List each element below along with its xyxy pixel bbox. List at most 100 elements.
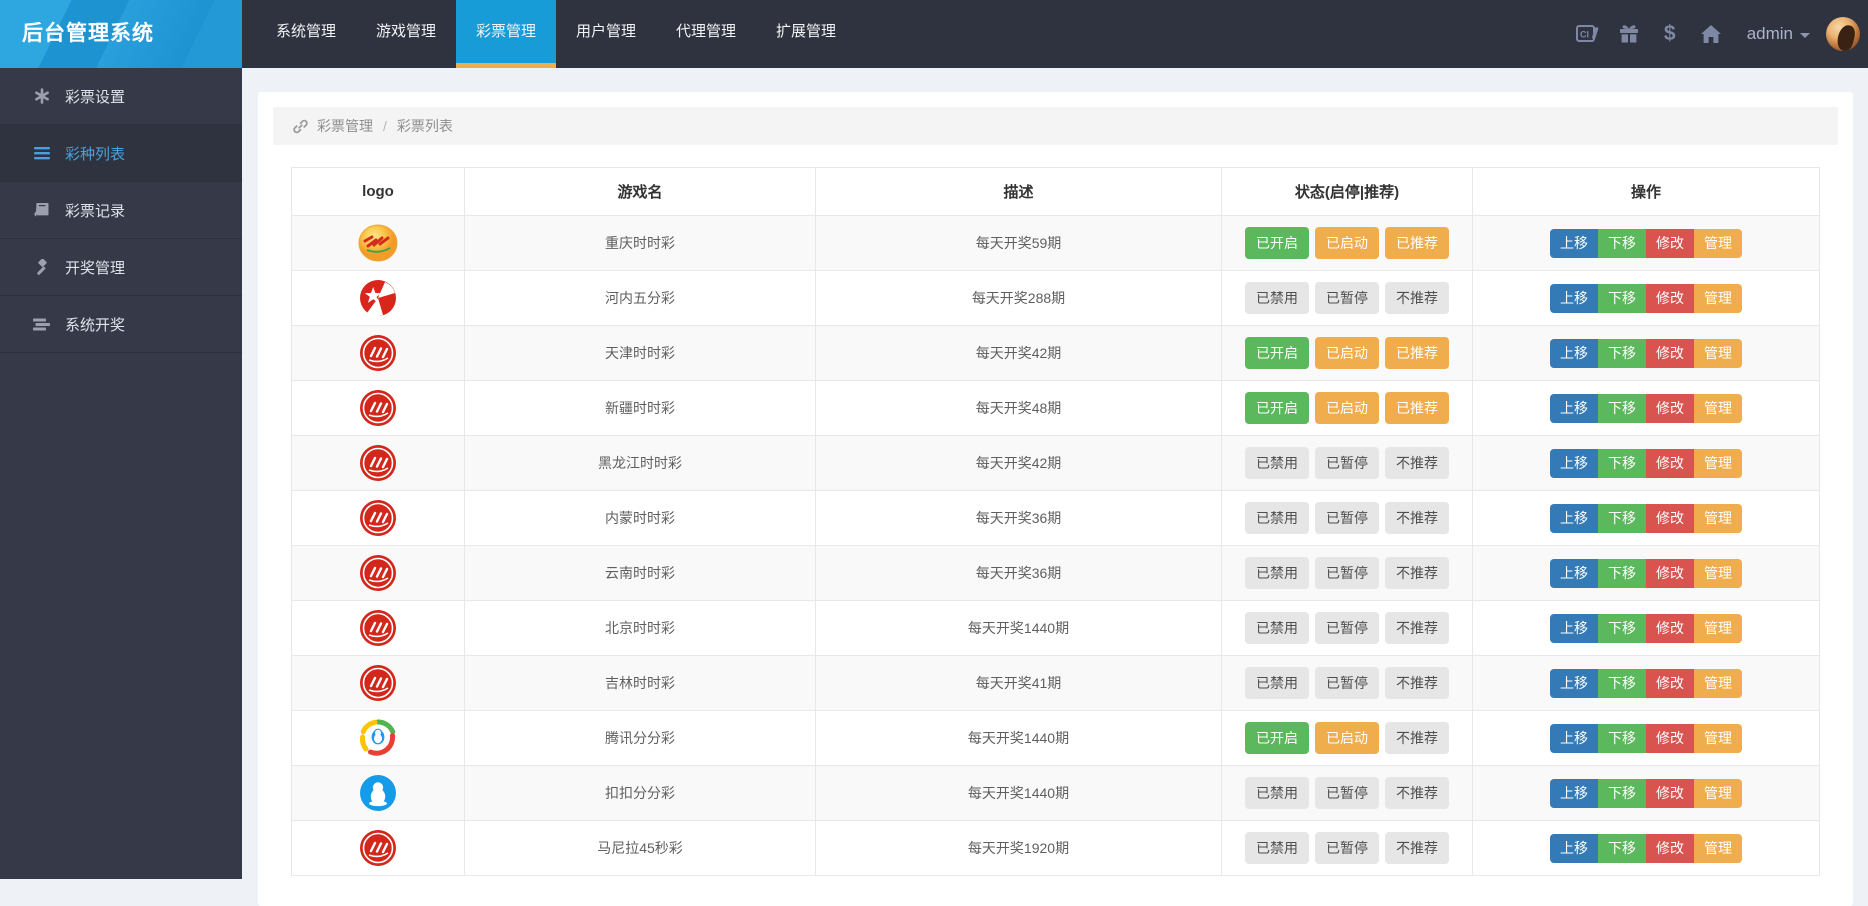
breadcrumb-lottery-list[interactable]: 彩票列表 — [397, 116, 453, 136]
status-button[interactable]: 已暂停 — [1315, 502, 1379, 534]
action-button-move-down[interactable]: 下移 — [1598, 229, 1646, 258]
action-button-manage[interactable]: 管理 — [1694, 229, 1742, 258]
tab-user-manage[interactable]: 用户管理 — [556, 0, 656, 68]
avatar[interactable] — [1826, 17, 1860, 51]
action-button-edit[interactable]: 修改 — [1646, 779, 1694, 808]
status-button[interactable]: 已禁用 — [1245, 282, 1309, 314]
status-button[interactable]: 不推荐 — [1385, 722, 1449, 754]
status-button[interactable]: 已推荐 — [1385, 337, 1449, 369]
status-button[interactable]: 不推荐 — [1385, 557, 1449, 589]
action-button-move-up[interactable]: 上移 — [1550, 229, 1598, 258]
status-button[interactable]: 已禁用 — [1245, 447, 1309, 479]
status-button[interactable]: 已禁用 — [1245, 667, 1309, 699]
sidebar-item-draw-manage[interactable]: 开奖管理 — [0, 239, 242, 296]
status-button[interactable]: 已暂停 — [1315, 612, 1379, 644]
action-button-move-up[interactable]: 上移 — [1550, 449, 1598, 478]
action-button-edit[interactable]: 修改 — [1646, 284, 1694, 313]
status-button[interactable]: 已启动 — [1315, 227, 1379, 259]
status-button[interactable]: 已启动 — [1315, 337, 1379, 369]
action-button-move-down[interactable]: 下移 — [1598, 669, 1646, 698]
action-button-move-down[interactable]: 下移 — [1598, 504, 1646, 533]
action-button-move-down[interactable]: 下移 — [1598, 614, 1646, 643]
status-button[interactable]: 已暂停 — [1315, 557, 1379, 589]
action-button-move-up[interactable]: 上移 — [1550, 394, 1598, 423]
status-button[interactable]: 不推荐 — [1385, 612, 1449, 644]
action-button-edit[interactable]: 修改 — [1646, 339, 1694, 368]
action-button-move-up[interactable]: 上移 — [1550, 669, 1598, 698]
action-button-manage[interactable]: 管理 — [1694, 669, 1742, 698]
action-button-edit[interactable]: 修改 — [1646, 559, 1694, 588]
tab-extend-manage[interactable]: 扩展管理 — [756, 0, 856, 68]
breadcrumb-lottery-manage[interactable]: 彩票管理 — [317, 116, 373, 136]
status-button[interactable]: 已暂停 — [1315, 447, 1379, 479]
status-button[interactable]: 已禁用 — [1245, 502, 1309, 534]
status-button[interactable]: 已暂停 — [1315, 777, 1379, 809]
action-button-manage[interactable]: 管理 — [1694, 284, 1742, 313]
action-button-manage[interactable]: 管理 — [1694, 394, 1742, 423]
status-button[interactable]: 已暂停 — [1315, 667, 1379, 699]
action-button-move-down[interactable]: 下移 — [1598, 339, 1646, 368]
action-button-move-up[interactable]: 上移 — [1550, 779, 1598, 808]
sidebar-item-system-draw[interactable]: 系统开奖 — [0, 296, 242, 353]
action-button-manage[interactable]: 管理 — [1694, 559, 1742, 588]
tab-game-manage[interactable]: 游戏管理 — [356, 0, 456, 68]
action-button-move-down[interactable]: 下移 — [1598, 449, 1646, 478]
status-button[interactable]: 已开启 — [1245, 722, 1309, 754]
sidebar-item-lottery-settings[interactable]: 彩票设置 — [0, 68, 242, 125]
action-button-move-up[interactable]: 上移 — [1550, 834, 1598, 863]
action-button-edit[interactable]: 修改 — [1646, 449, 1694, 478]
action-button-edit[interactable]: 修改 — [1646, 614, 1694, 643]
action-button-edit[interactable]: 修改 — [1646, 394, 1694, 423]
status-button[interactable]: 已推荐 — [1385, 392, 1449, 424]
action-button-move-up[interactable]: 上移 — [1550, 559, 1598, 588]
action-button-manage[interactable]: 管理 — [1694, 449, 1742, 478]
action-button-move-up[interactable]: 上移 — [1550, 614, 1598, 643]
status-button[interactable]: 不推荐 — [1385, 832, 1449, 864]
sidebar-item-lottery-types[interactable]: 彩种列表 — [0, 125, 242, 182]
status-button[interactable]: 已禁用 — [1245, 557, 1309, 589]
action-button-manage[interactable]: 管理 — [1694, 504, 1742, 533]
action-button-move-down[interactable]: 下移 — [1598, 284, 1646, 313]
action-button-move-up[interactable]: 上移 — [1550, 504, 1598, 533]
status-button[interactable]: 已暂停 — [1315, 282, 1379, 314]
action-button-move-down[interactable]: 下移 — [1598, 834, 1646, 863]
status-button[interactable]: 已禁用 — [1245, 777, 1309, 809]
action-button-move-down[interactable]: 下移 — [1598, 724, 1646, 753]
sidebar-item-lottery-records[interactable]: 彩票记录 — [0, 182, 242, 239]
action-button-move-up[interactable]: 上移 — [1550, 284, 1598, 313]
console-icon[interactable]: CI — [1576, 22, 1600, 46]
action-button-move-down[interactable]: 下移 — [1598, 779, 1646, 808]
gift-icon[interactable] — [1617, 22, 1641, 46]
status-button[interactable]: 不推荐 — [1385, 447, 1449, 479]
tab-system-manage[interactable]: 系统管理 — [256, 0, 356, 68]
action-button-edit[interactable]: 修改 — [1646, 669, 1694, 698]
action-button-edit[interactable]: 修改 — [1646, 724, 1694, 753]
status-button[interactable]: 已开启 — [1245, 392, 1309, 424]
action-button-edit[interactable]: 修改 — [1646, 834, 1694, 863]
status-button[interactable]: 已禁用 — [1245, 832, 1309, 864]
action-button-move-down[interactable]: 下移 — [1598, 394, 1646, 423]
status-button[interactable]: 不推荐 — [1385, 777, 1449, 809]
action-button-manage[interactable]: 管理 — [1694, 834, 1742, 863]
status-button[interactable]: 不推荐 — [1385, 667, 1449, 699]
home-icon[interactable] — [1699, 22, 1723, 46]
status-button[interactable]: 已启动 — [1315, 722, 1379, 754]
action-button-move-down[interactable]: 下移 — [1598, 559, 1646, 588]
status-button[interactable]: 不推荐 — [1385, 282, 1449, 314]
status-button[interactable]: 已启动 — [1315, 392, 1379, 424]
tab-lottery-manage[interactable]: 彩票管理 — [456, 0, 556, 68]
action-button-manage[interactable]: 管理 — [1694, 614, 1742, 643]
dollar-icon[interactable]: $ — [1658, 22, 1682, 46]
status-button[interactable]: 已开启 — [1245, 227, 1309, 259]
action-button-manage[interactable]: 管理 — [1694, 339, 1742, 368]
status-button[interactable]: 已开启 — [1245, 337, 1309, 369]
action-button-manage[interactable]: 管理 — [1694, 779, 1742, 808]
action-button-edit[interactable]: 修改 — [1646, 504, 1694, 533]
user-menu[interactable]: admin — [1747, 24, 1810, 44]
status-button[interactable]: 不推荐 — [1385, 502, 1449, 534]
status-button[interactable]: 已禁用 — [1245, 612, 1309, 644]
action-button-move-up[interactable]: 上移 — [1550, 339, 1598, 368]
action-button-manage[interactable]: 管理 — [1694, 724, 1742, 753]
tab-agent-manage[interactable]: 代理管理 — [656, 0, 756, 68]
action-button-edit[interactable]: 修改 — [1646, 229, 1694, 258]
